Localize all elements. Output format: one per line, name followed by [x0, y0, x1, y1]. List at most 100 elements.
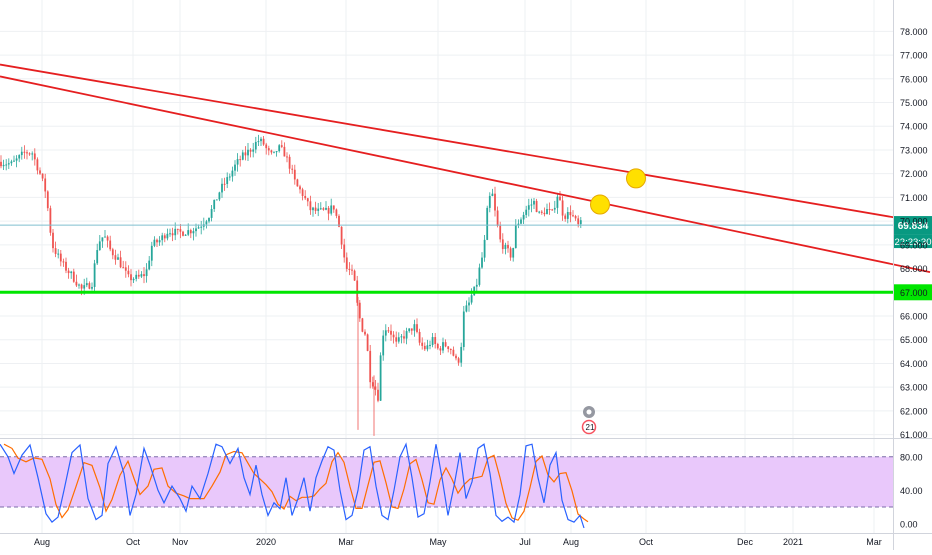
candle-body: [304, 195, 307, 199]
candle-body: [486, 207, 489, 240]
candle-body: [49, 208, 52, 233]
time-tick-label: Oct: [126, 537, 141, 547]
candle-body: [7, 163, 10, 165]
candle-body: [335, 209, 338, 216]
candle-body: [556, 196, 559, 208]
candle-body: [509, 248, 512, 258]
candle-body: [241, 152, 244, 160]
candle-body: [111, 249, 114, 256]
candle-body: [332, 205, 335, 210]
stochastic-tick-label: 0.00: [900, 519, 918, 529]
highlight-marker: [590, 194, 610, 215]
candle-body: [382, 335, 385, 356]
candle-body: [44, 178, 47, 192]
candle-body: [46, 191, 49, 209]
candle-body: [33, 153, 36, 160]
candle-body: [429, 344, 431, 346]
candle-body: [522, 214, 525, 220]
time-tick-label: Nov: [172, 537, 189, 547]
candle-body: [561, 200, 564, 216]
candle-body: [449, 349, 452, 351]
price-tick-label: 69.000: [900, 240, 928, 250]
candle-body: [481, 257, 483, 268]
time-tick-label: Aug: [563, 537, 579, 547]
candle-body: [520, 219, 522, 224]
candle-body: [288, 156, 291, 169]
candle-body: [208, 217, 210, 222]
time-tick-label: Dec: [737, 537, 754, 547]
candle-body: [535, 200, 538, 213]
time-tick-label: May: [429, 537, 447, 547]
candle-body: [88, 283, 91, 289]
candle-body: [52, 232, 54, 249]
candle-body: [426, 345, 429, 350]
candle-body: [468, 302, 470, 306]
candle-body: [525, 209, 528, 215]
candle-body: [174, 228, 177, 236]
highlight-marker: [626, 168, 646, 189]
candle-body: [369, 350, 372, 383]
candle-body: [15, 158, 18, 161]
candle-body: [436, 343, 439, 349]
trendline-lower: [0, 75, 931, 274]
candle-body: [455, 355, 457, 359]
candle-body: [231, 170, 234, 177]
candle-body: [371, 382, 374, 387]
candle-body: [413, 324, 416, 331]
candle-body: [150, 245, 153, 261]
candle-body: [377, 389, 379, 401]
candle-body: [195, 228, 197, 232]
candle-body: [457, 358, 460, 363]
candle-body: [444, 342, 447, 347]
candle-body: [127, 270, 130, 275]
candle-body: [364, 331, 366, 335]
candle-body: [67, 270, 70, 274]
candle-body: [478, 267, 481, 285]
candle-body: [361, 318, 364, 332]
candle-body: [182, 231, 184, 236]
candle-body: [137, 274, 140, 277]
candle-body: [192, 231, 195, 234]
candle-body: [265, 144, 268, 149]
candle-body: [213, 199, 216, 209]
candle-body: [260, 138, 262, 142]
candle-body: [353, 270, 356, 281]
time-tick-label: 2021: [783, 537, 803, 547]
candle-body: [327, 207, 330, 214]
candle-body: [179, 229, 182, 232]
candle-body: [161, 235, 164, 241]
candle-body: [507, 244, 509, 249]
candle-body: [408, 328, 411, 332]
candle-body: [140, 274, 143, 277]
candle-body: [384, 330, 387, 336]
candle-body: [322, 208, 325, 210]
candle-body: [62, 261, 65, 263]
price-tick-label: 76.000: [900, 74, 928, 84]
candle-body: [254, 141, 257, 150]
stochastic-band-fill: [0, 456, 893, 508]
candle-body: [104, 236, 106, 238]
price-tick-label: 64.000: [900, 359, 928, 369]
candle-body: [124, 267, 127, 271]
time-tick-label: Mar: [338, 537, 354, 547]
candle-body: [267, 148, 270, 151]
candle-body: [244, 152, 247, 156]
candle-body: [499, 225, 502, 240]
candle-body: [234, 164, 236, 171]
candle-body: [280, 145, 283, 147]
candle-body: [379, 355, 382, 401]
candle-body: [205, 221, 208, 225]
candle-body: [106, 236, 109, 241]
time-label-box: [894, 234, 932, 249]
candle-body: [403, 336, 405, 339]
candle-body: [338, 215, 340, 227]
candle-body: [286, 156, 288, 158]
candle-body: [171, 233, 174, 236]
candle-body: [85, 283, 88, 286]
candle-body: [20, 151, 23, 156]
candle-body: [431, 337, 434, 345]
candle-body: [366, 334, 369, 351]
candle-body: [221, 183, 223, 193]
candle-body: [26, 152, 28, 154]
